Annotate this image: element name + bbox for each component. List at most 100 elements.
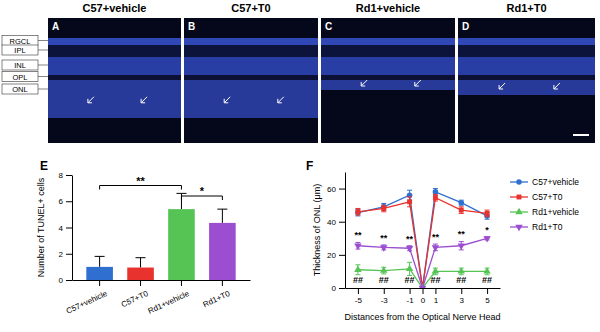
error-cap	[95, 256, 105, 257]
retina-layer	[321, 75, 455, 80]
arrow	[361, 80, 367, 86]
annotation: ##	[379, 275, 389, 285]
tick: 5	[485, 288, 490, 305]
retina-layer	[184, 38, 318, 45]
annotation: **	[380, 233, 388, 243]
tick-label: -3	[381, 296, 389, 305]
layer-box	[2, 36, 38, 46]
marker	[485, 211, 490, 216]
layer-label: RGCL	[10, 37, 31, 46]
legend-label: C57+T0	[532, 192, 563, 202]
annotation: *	[485, 225, 489, 235]
tick-mark	[99, 280, 100, 286]
tick: Rd1+vehicle	[147, 280, 191, 316]
tick-label: 0	[59, 276, 64, 285]
error-cap	[136, 257, 146, 258]
y-axis: 0 20 40 60	[327, 173, 345, 294]
tick-label: 5	[485, 296, 490, 305]
marker	[483, 267, 490, 273]
tick-mark	[461, 288, 462, 294]
annotation: **	[458, 229, 466, 239]
layer-label: ONL	[12, 85, 27, 94]
legend-entry: C57+T0	[510, 192, 563, 202]
marker	[419, 286, 426, 288]
marker	[380, 245, 387, 251]
marker	[458, 244, 465, 250]
tick-label: Rd1+T0	[202, 289, 232, 310]
legend-entry: Rd1+vehicle	[510, 207, 579, 217]
marker	[354, 265, 361, 271]
tick-mark	[222, 280, 223, 286]
tick: 0	[332, 284, 345, 293]
error-bar	[99, 256, 100, 267]
bar	[168, 209, 195, 280]
micrograph-panel: D	[458, 18, 595, 143]
marker	[483, 236, 490, 242]
error-bar	[459, 207, 464, 214]
retina-layer	[48, 38, 181, 45]
tick-label: 6	[59, 197, 64, 206]
retina-layer	[458, 75, 595, 80]
bar	[127, 268, 154, 280]
annotation: **	[406, 234, 414, 244]
annotation: **	[354, 230, 362, 240]
tick: 2	[59, 250, 72, 259]
tick-mark	[423, 288, 424, 294]
legend-marker	[515, 208, 522, 214]
retina-layer	[48, 75, 181, 80]
error-bar	[355, 209, 360, 216]
marker	[458, 200, 464, 206]
error-bar	[433, 194, 438, 201]
marker	[459, 208, 464, 213]
tick-mark	[339, 255, 345, 256]
micrograph-bg	[184, 18, 318, 143]
retina-layer	[458, 80, 595, 95]
error-bar	[381, 203, 386, 210]
tick: 3	[460, 288, 465, 305]
tick: 20	[327, 251, 345, 260]
tick-label: 2	[59, 250, 64, 259]
axis-title: Number of TUNEL+ cells	[36, 177, 46, 277]
x-axis: -5-3-10135	[346, 288, 501, 305]
tick-mark	[66, 175, 72, 176]
annotation: **	[432, 232, 440, 242]
micrograph-panel: C	[321, 18, 455, 143]
panel-label: D	[462, 21, 469, 32]
tick-label: 3	[460, 296, 465, 305]
legend-entry: Rd1+T0	[510, 222, 563, 232]
annotation: ##	[353, 275, 363, 285]
tick-label: 20	[327, 251, 336, 260]
marker	[433, 189, 439, 195]
tick: C57+T0	[120, 280, 150, 309]
axis-title: Distances from the Optical Nerve Head	[344, 312, 500, 322]
tick-mark	[358, 288, 359, 294]
layer-pointer	[38, 50, 48, 51]
tick-label: 60	[327, 185, 336, 194]
retina-layer	[184, 80, 318, 118]
layer-box	[2, 45, 38, 55]
retina-layer	[321, 38, 455, 45]
tick-mark	[66, 280, 72, 281]
retina-layer	[184, 75, 318, 80]
error-bar	[355, 208, 360, 215]
arrow	[141, 97, 147, 103]
tick-mark	[140, 280, 141, 286]
annotation: ##	[482, 275, 492, 285]
panel-title: C57+vehicle	[83, 2, 147, 14]
tick: Rd1+T0	[202, 280, 232, 309]
tick: -1	[407, 288, 415, 305]
micrograph-panel: B	[184, 18, 318, 143]
tick-label: 40	[327, 218, 336, 227]
marker	[406, 265, 413, 271]
error-cap	[176, 193, 186, 194]
panel-label: C	[325, 21, 332, 32]
retina-layer	[321, 57, 455, 75]
legend-marker	[517, 195, 522, 200]
plot-marks	[354, 189, 491, 288]
legend-marker	[515, 225, 522, 231]
tick: 8	[59, 171, 72, 180]
panel-title: Rd1+T0	[506, 2, 546, 14]
tick: 60	[327, 185, 345, 194]
tick: -3	[381, 288, 389, 305]
marker	[355, 209, 360, 214]
